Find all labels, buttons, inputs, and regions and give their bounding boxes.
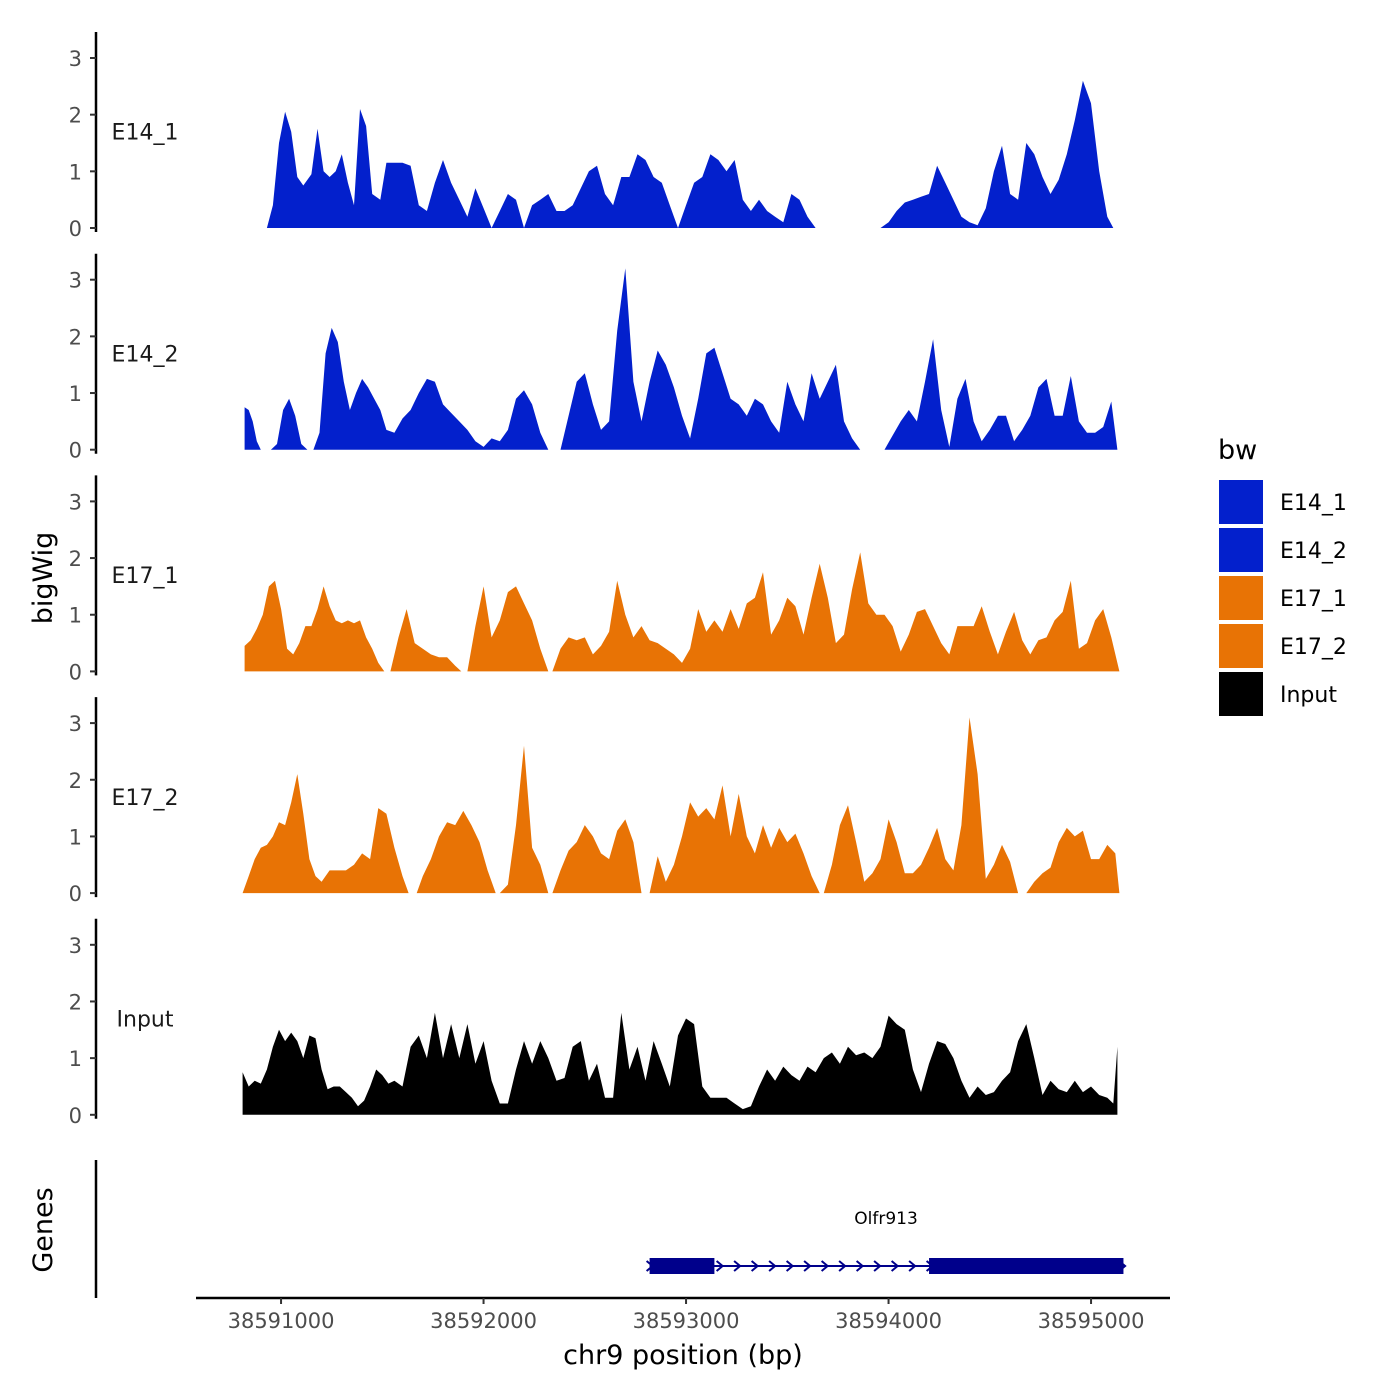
- legend-swatch: [1219, 672, 1263, 716]
- coverage-area: [499, 745, 549, 894]
- coverage-area: [242, 774, 409, 894]
- y-tick-label: 2: [69, 547, 82, 571]
- track-label: Input: [117, 1007, 174, 1032]
- strand-arrow: [803, 1260, 812, 1272]
- gene-olfr913: Olfr913: [645, 1209, 1127, 1274]
- x-tick-label: 38593000: [633, 1309, 740, 1333]
- legend-swatch: [1219, 480, 1263, 524]
- y-axis-title: bigWig: [28, 532, 59, 625]
- y-tick-label: 0: [69, 439, 82, 463]
- legend-swatch: [1219, 576, 1263, 620]
- y-tick-label: 2: [69, 104, 82, 128]
- coverage-area: [552, 819, 642, 894]
- genes-panel: Olfr913: [94, 1160, 1127, 1298]
- y-tick-label: 1: [69, 160, 82, 184]
- track-label: E14_2: [112, 342, 179, 367]
- strand-arrow: [838, 1260, 847, 1272]
- legend: bw E14_1 E14_2 E17_1 E17_2 Input: [1218, 435, 1347, 716]
- y-tick-label: 0: [69, 882, 82, 906]
- coverage-area: [242, 1012, 1118, 1115]
- strand-arrow: [785, 1260, 795, 1272]
- legend-item-e17-1: E17_1: [1219, 576, 1347, 620]
- coverage-area: [1026, 827, 1120, 894]
- track-panel-e14-1: 0 1 2 3 E14_1: [69, 32, 1114, 241]
- legend-title: bw: [1218, 435, 1257, 466]
- track-label: E17_1: [112, 564, 179, 589]
- x-axis-title: chr9 position (bp): [563, 1340, 803, 1371]
- coverage-area: [244, 407, 261, 450]
- y-tick-label: 0: [69, 660, 82, 684]
- strand-arrow: [855, 1260, 865, 1272]
- strand-arrow: [908, 1260, 917, 1272]
- coverage-area: [880, 80, 1114, 228]
- x-tick-label: 38595000: [1038, 1309, 1145, 1333]
- y-tick-label: 2: [69, 990, 82, 1014]
- legend-item-e17-2: E17_2: [1219, 624, 1347, 668]
- legend-item-input: Input: [1219, 672, 1337, 716]
- legend-swatch: [1219, 528, 1263, 572]
- coverage-area: [649, 785, 820, 894]
- y-tick-label: 3: [69, 712, 82, 736]
- legend-item-e14-1: E14_1: [1219, 480, 1347, 524]
- y-tick-label: 3: [69, 490, 82, 514]
- y-tick-label: 3: [69, 47, 82, 71]
- strand-arrow: [733, 1260, 742, 1272]
- y-tick-label: 3: [69, 934, 82, 958]
- coverage-area: [884, 339, 1118, 450]
- y-tick-label: 2: [69, 325, 82, 349]
- strand-arrow: [873, 1260, 882, 1272]
- y-tick-label: 0: [69, 217, 82, 241]
- x-tick-label: 38592000: [430, 1309, 537, 1333]
- legend-label: E17_1: [1280, 587, 1347, 612]
- legend-swatch: [1219, 624, 1263, 668]
- track-panel-e17-2: 0 1 2 3 E17_2: [69, 697, 1120, 906]
- y-tick-label: 1: [69, 825, 82, 849]
- track-panel-input: 0 1 2 3 Input: [69, 918, 1118, 1128]
- y-tick-label: 1: [69, 604, 82, 628]
- gene-label: Olfr913: [854, 1209, 918, 1229]
- strand-arrow: [890, 1260, 900, 1272]
- strand-arrow: [768, 1260, 777, 1272]
- gene-exon: [929, 1258, 1124, 1274]
- coverage-area: [823, 717, 1019, 894]
- coverage-area: [244, 580, 385, 672]
- y-tick-label: 3: [69, 269, 82, 293]
- coverage-area: [552, 552, 1120, 672]
- track-label: E17_2: [112, 786, 179, 811]
- coverage-area: [560, 268, 861, 450]
- track-panel-e14-2: 0 1 2 3 E14_2: [69, 253, 1118, 463]
- strand-arrow: [820, 1260, 830, 1272]
- strand-arrow: [750, 1260, 760, 1272]
- genes-axis-title: Genes: [28, 1187, 59, 1272]
- coverage-area: [270, 327, 549, 450]
- track-panels: 0 1 2 3 E14_1 0 1 2 3 E14_2 0 1 2 3 E17_1 0 1 2 3 E17_2 0 1 2 3…: [69, 32, 1120, 1128]
- x-axis: 38591000 38592000 38593000 38594000 38595000: [196, 1296, 1170, 1333]
- coverage-area: [467, 586, 549, 672]
- y-tick-label: 1: [69, 1047, 82, 1071]
- track-label: E14_1: [112, 121, 179, 146]
- legend-label: E17_2: [1280, 635, 1347, 660]
- gene-exon: [649, 1258, 715, 1274]
- strand-arrow: [715, 1260, 725, 1272]
- legend-label: E14_2: [1280, 539, 1347, 564]
- y-tick-label: 1: [69, 382, 82, 406]
- y-tick-label: 2: [69, 769, 82, 793]
- legend-label: Input: [1280, 683, 1337, 708]
- x-tick-label: 38594000: [835, 1309, 942, 1333]
- legend-item-e14-2: E14_2: [1219, 528, 1347, 572]
- track-panel-e17-1: 0 1 2 3 E17_1: [69, 475, 1120, 684]
- coverage-area: [266, 109, 873, 228]
- legend-label: E14_1: [1280, 491, 1347, 516]
- coverage-area: [416, 810, 496, 894]
- y-tick-label: 0: [69, 1104, 82, 1128]
- coverage-area: [390, 609, 462, 672]
- x-tick-label: 38591000: [228, 1309, 335, 1333]
